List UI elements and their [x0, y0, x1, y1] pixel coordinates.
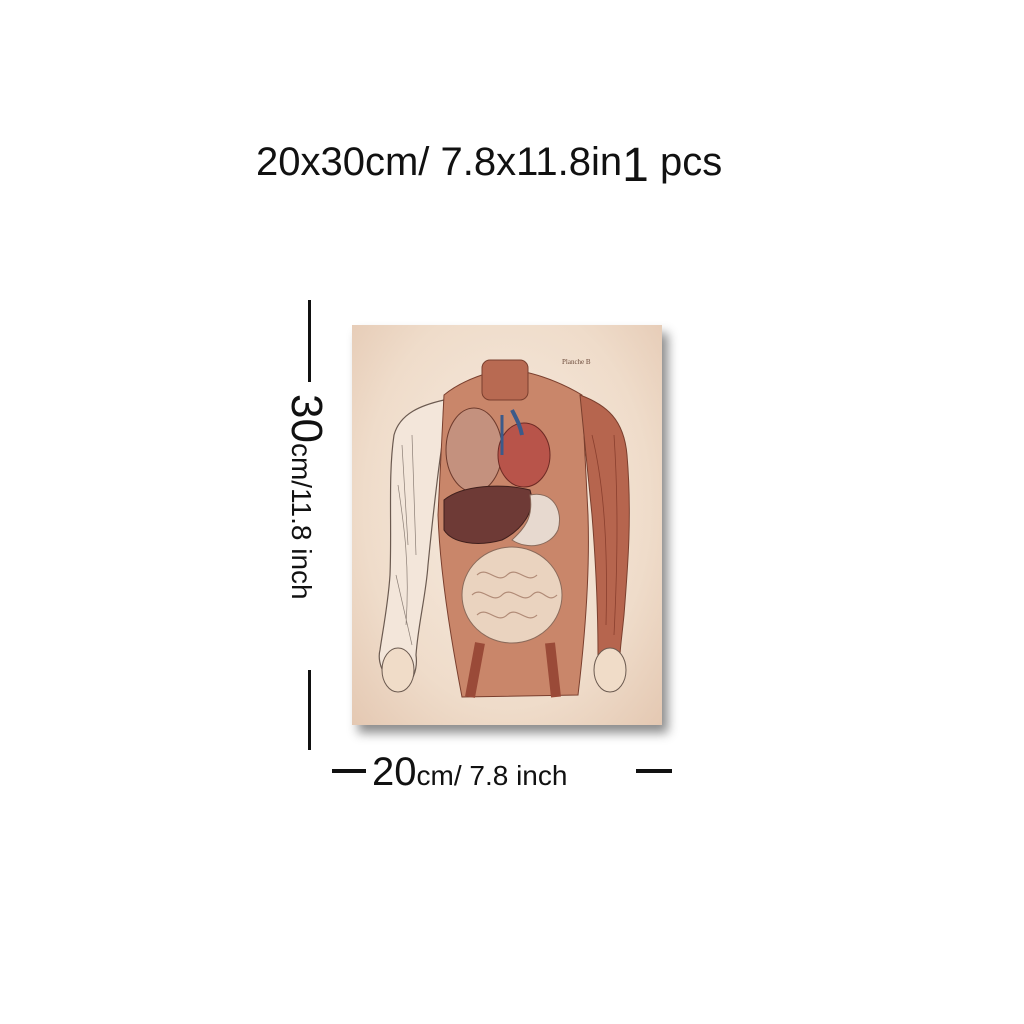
anatomy-poster: Planche B — [352, 325, 662, 725]
plate-label: Planche B — [562, 358, 591, 366]
quantity-unit: pcs — [659, 140, 723, 184]
width-line-left — [332, 769, 366, 773]
width-label: 20cm/ 7.8 inch — [372, 750, 567, 798]
height-line-top — [308, 300, 311, 382]
width-line-right — [636, 769, 672, 773]
height-line-bottom — [308, 670, 311, 750]
anatomy-illustration — [378, 359, 630, 698]
height-unit: cm/11.8 inch — [286, 442, 317, 600]
size-headline: 20x30cm/ 7.8x11.8in1 pcs — [256, 138, 722, 190]
width-number: 20 — [372, 750, 417, 794]
height-label: 30cm/11.8 inch — [276, 394, 336, 664]
width-unit: cm/ 7.8 inch — [416, 760, 568, 791]
height-number: 30 — [282, 394, 331, 443]
size-text: 20x30cm/ 7.8x11.8in — [256, 140, 623, 184]
quantity-number: 1 — [622, 139, 649, 192]
